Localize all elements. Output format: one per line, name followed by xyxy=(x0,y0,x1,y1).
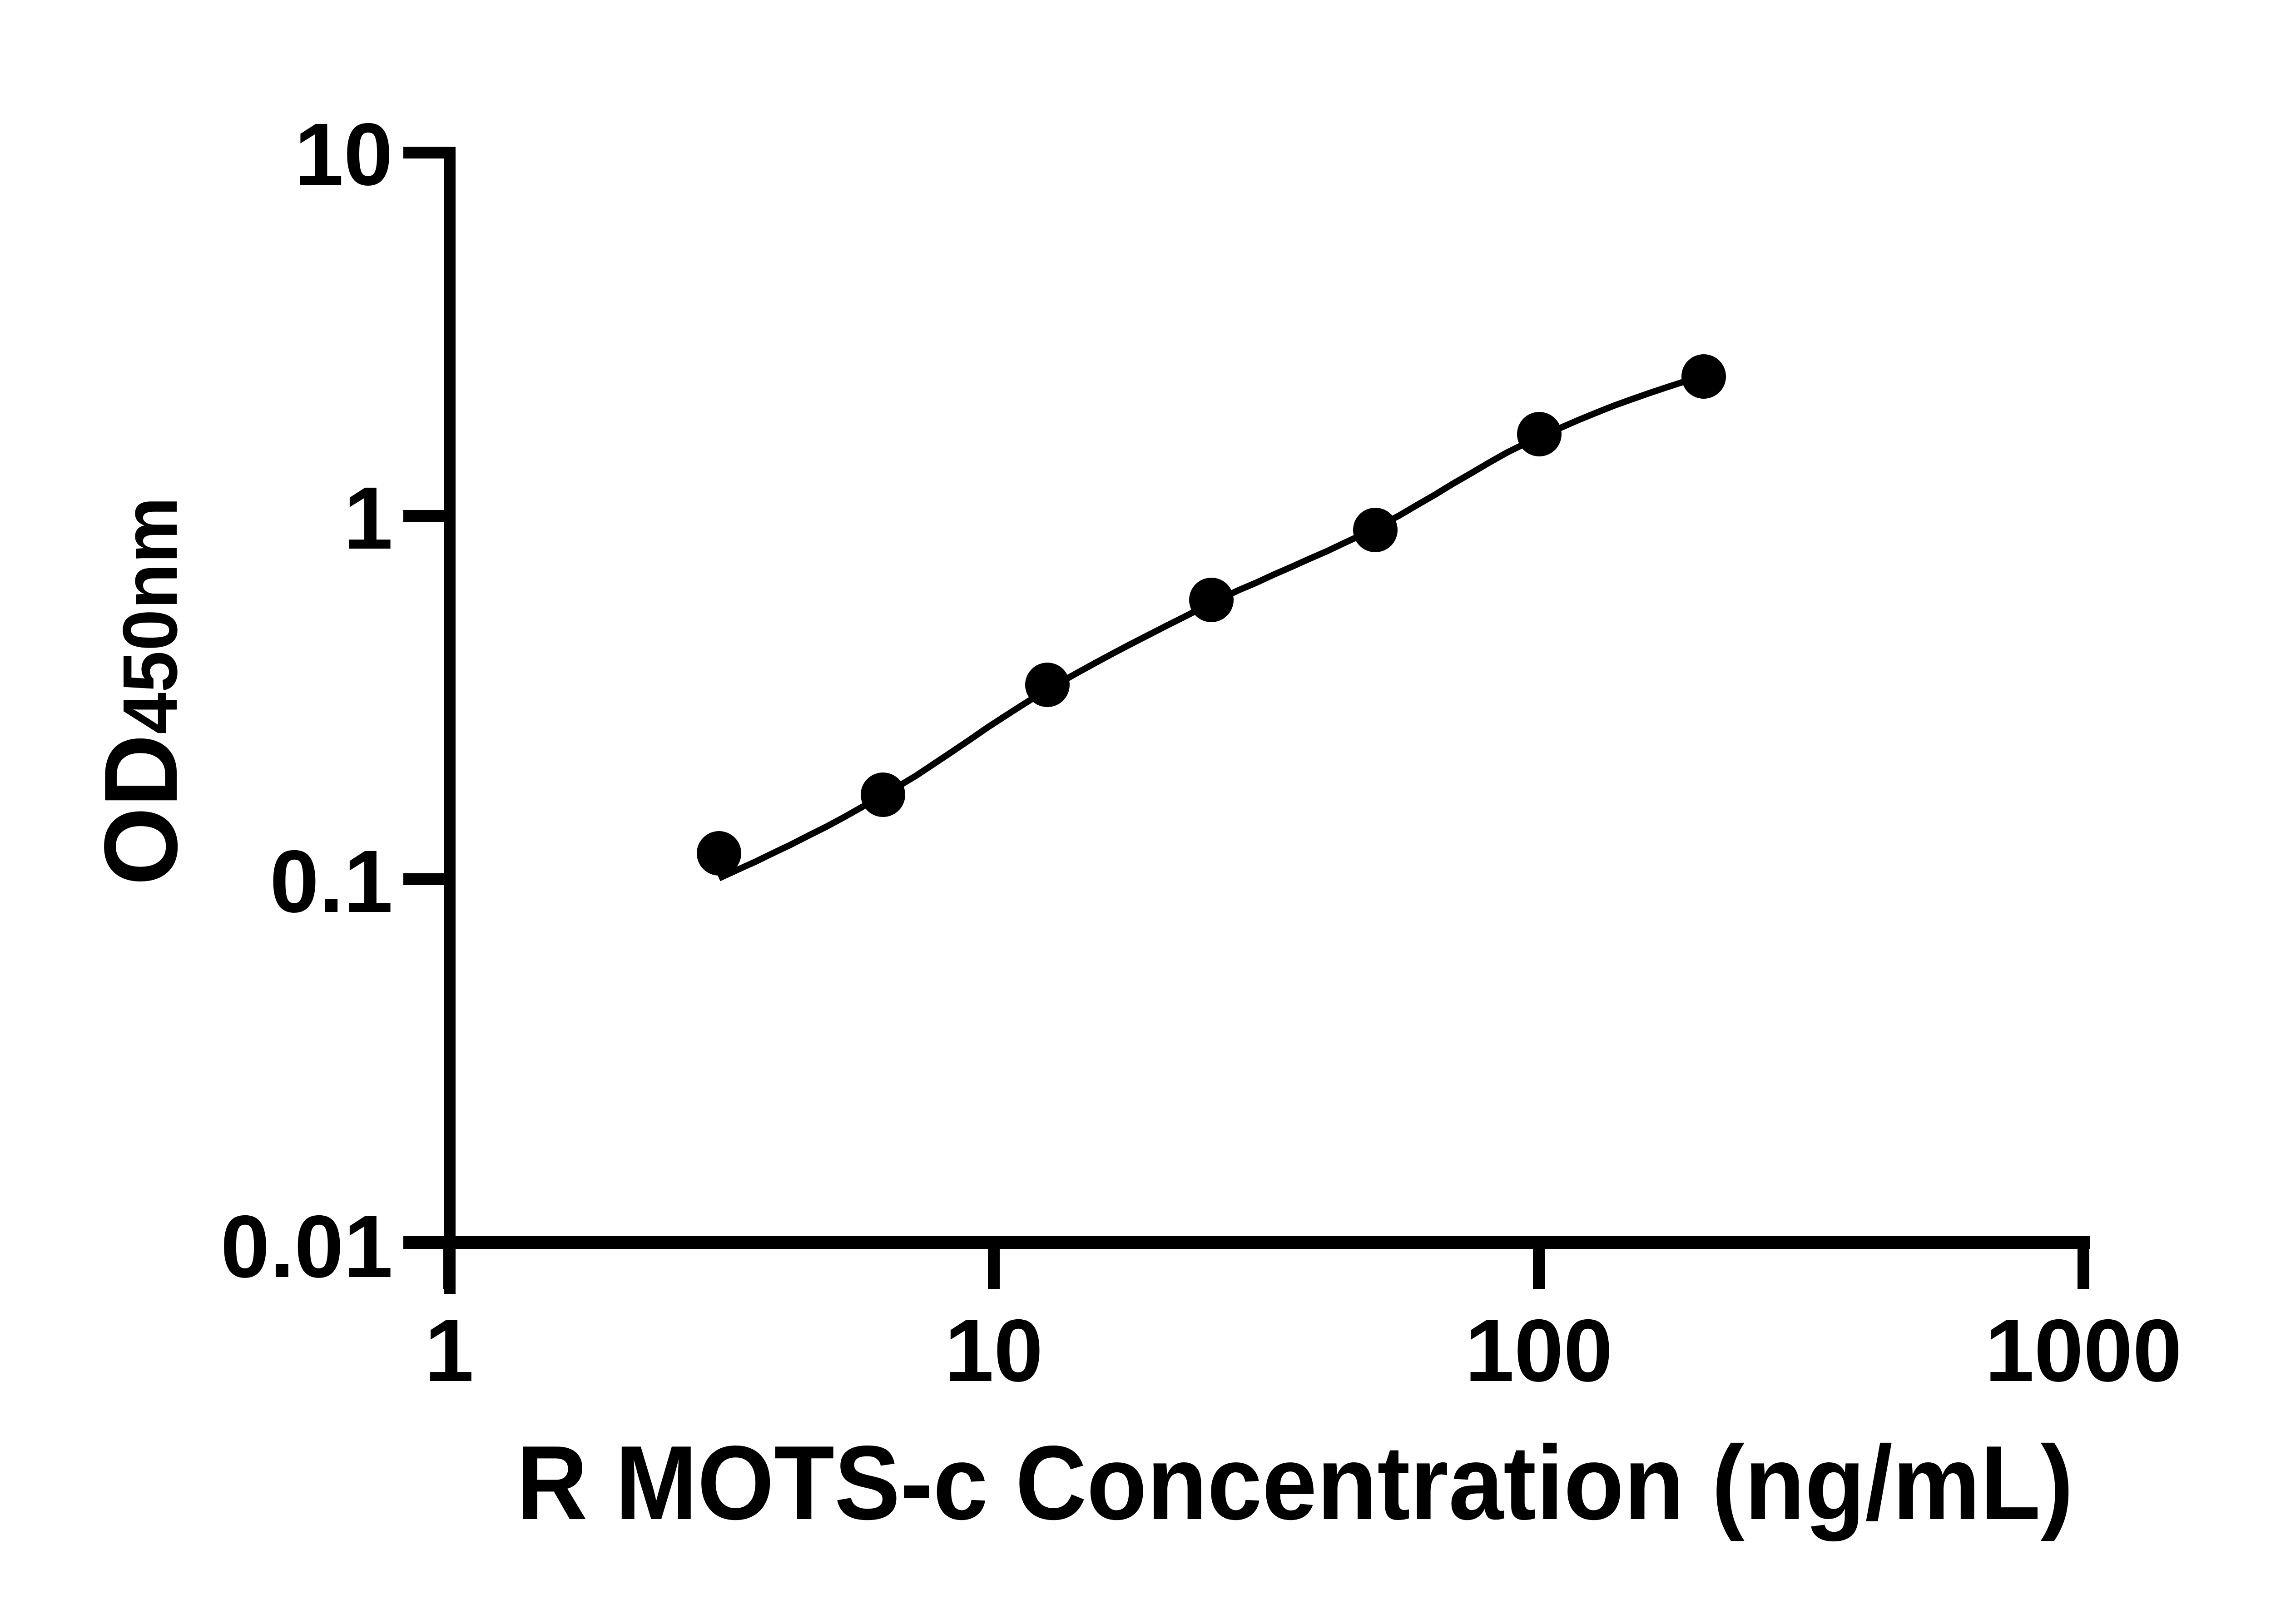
svg-text:10: 10 xyxy=(294,105,393,204)
svg-text:1: 1 xyxy=(425,1301,474,1400)
svg-text:10: 10 xyxy=(945,1301,1043,1400)
svg-text:0.01: 0.01 xyxy=(220,1197,393,1296)
svg-text:1000: 1000 xyxy=(1985,1301,2182,1400)
svg-text:OD450nm: OD450nm xyxy=(83,497,199,886)
svg-text:0.1: 0.1 xyxy=(270,832,393,931)
svg-text:R MOTS-c Concentration (ng/mL): R MOTS-c Concentration (ng/mL) xyxy=(516,1424,2073,1542)
svg-text:1: 1 xyxy=(344,469,393,568)
svg-text:100: 100 xyxy=(1465,1301,1612,1400)
